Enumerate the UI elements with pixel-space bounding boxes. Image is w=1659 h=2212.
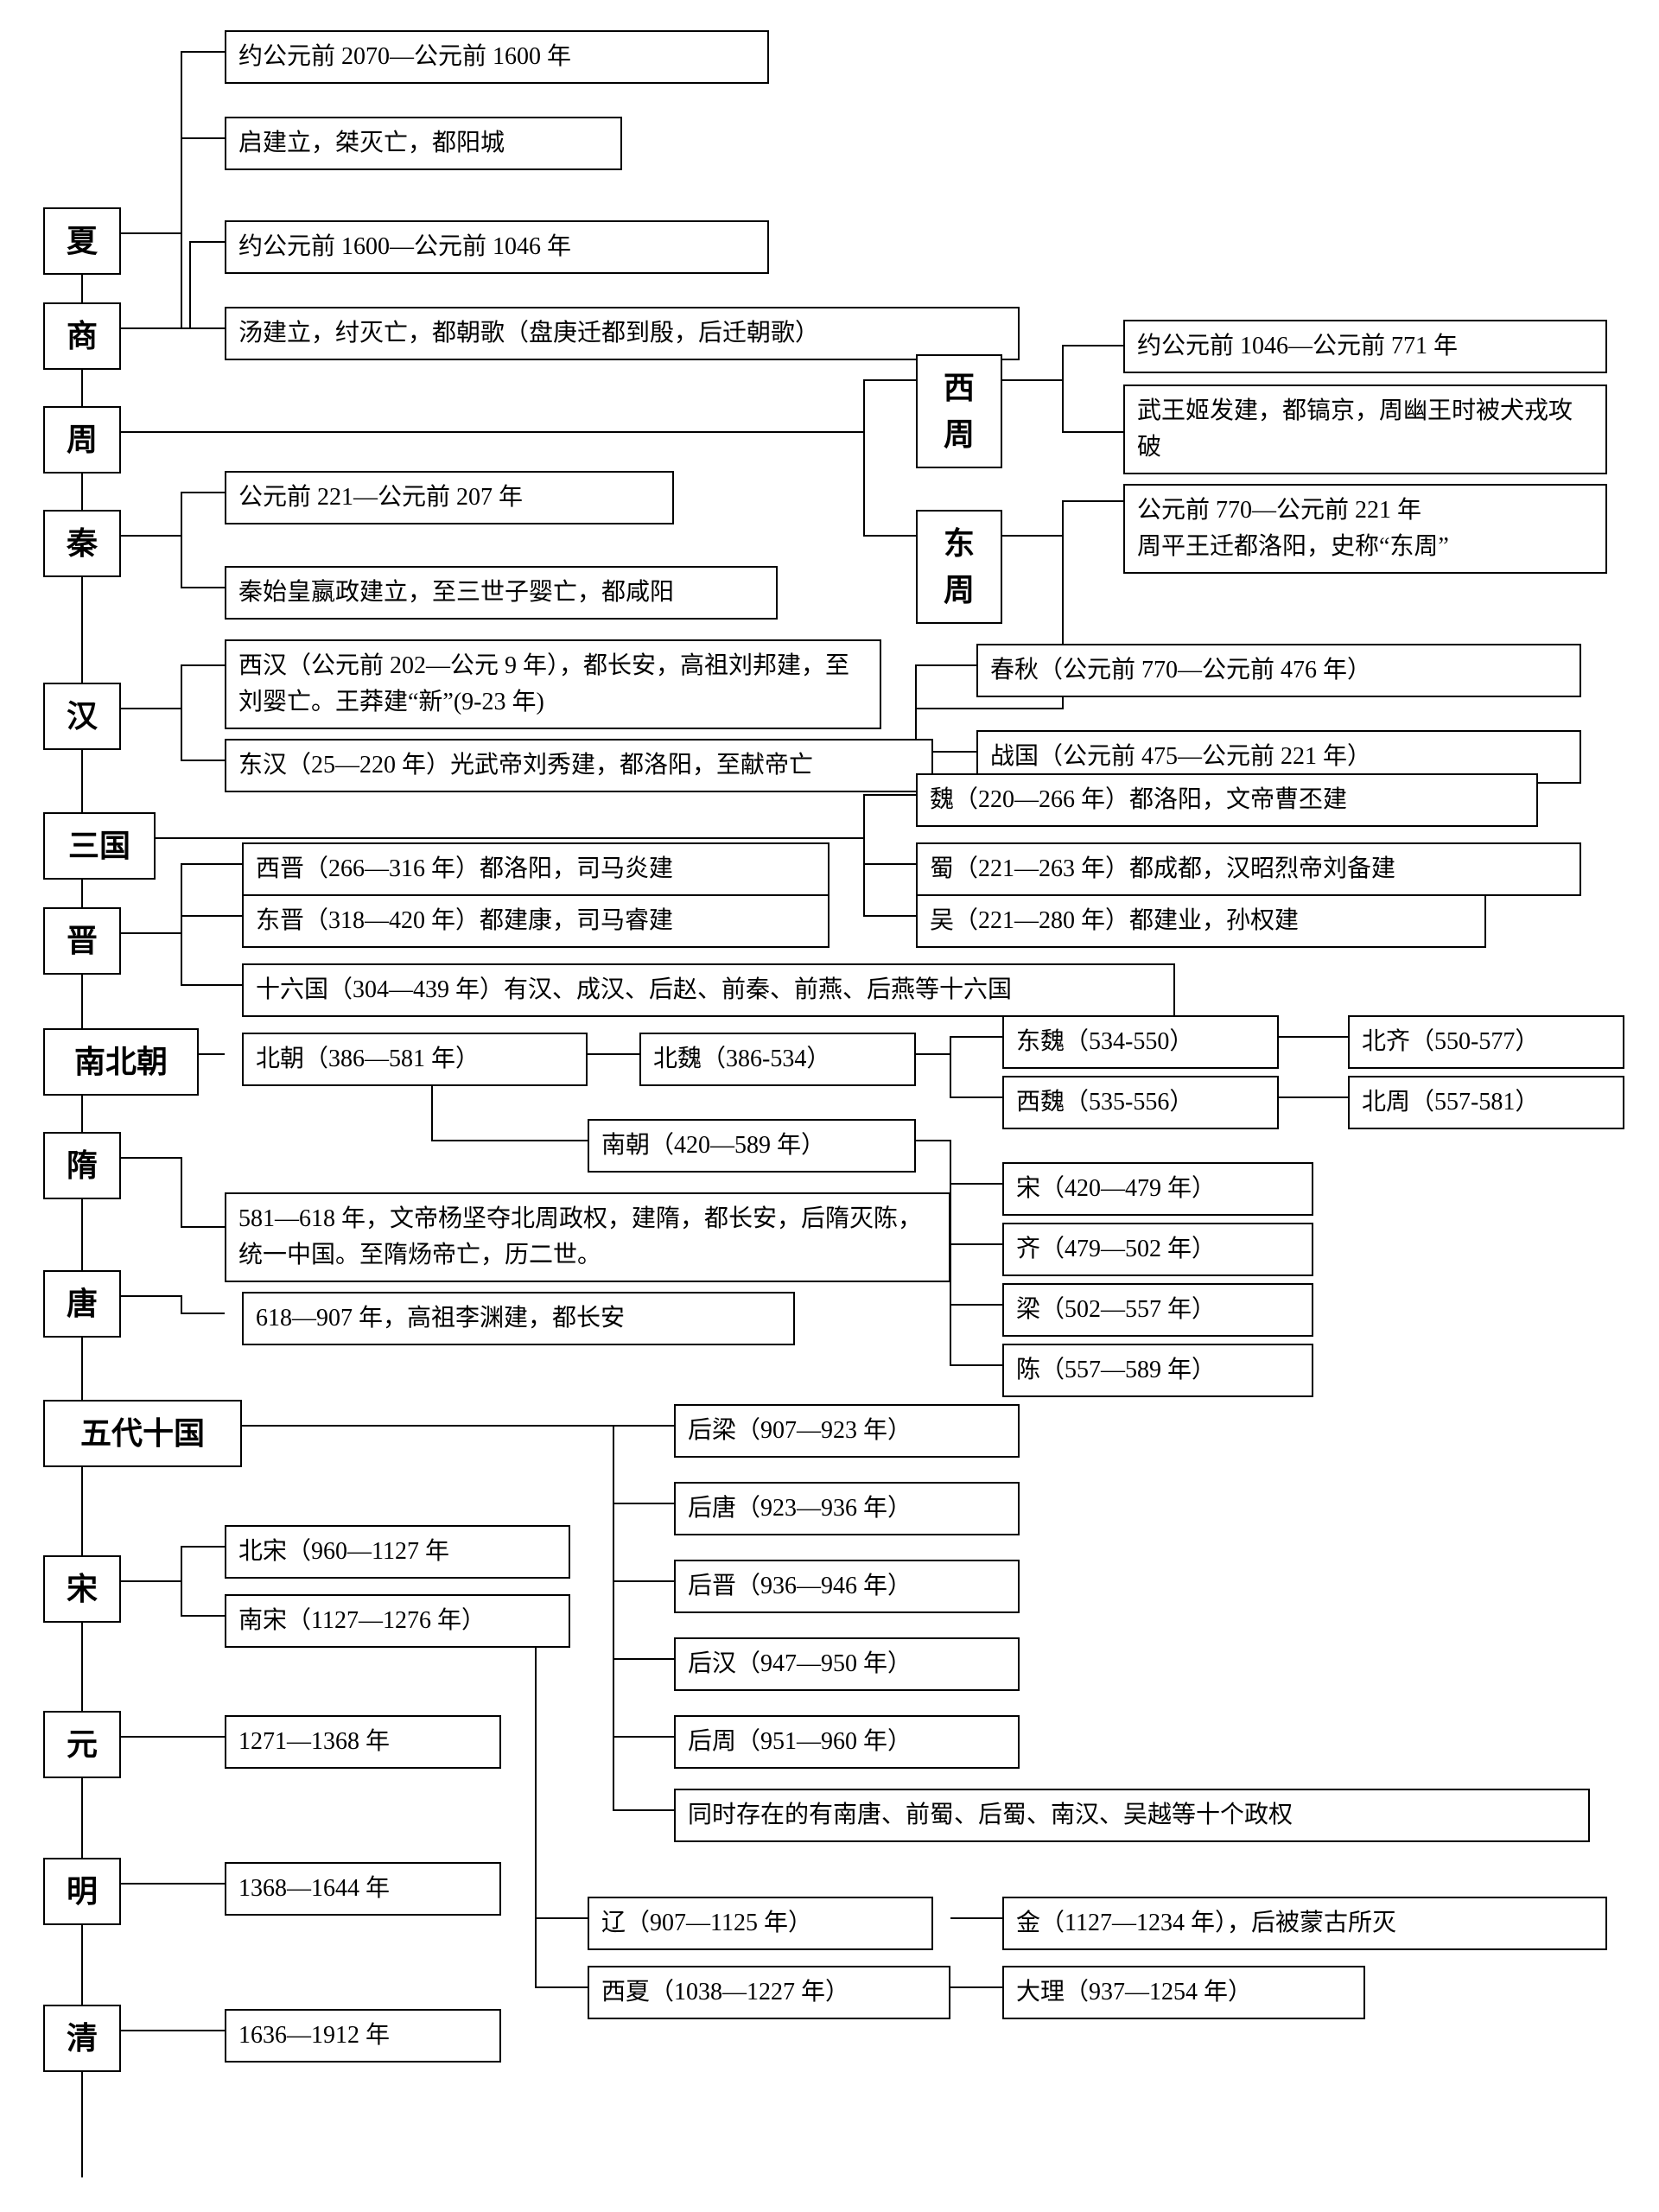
houtang: 后唐（923—936 年） — [674, 1482, 1020, 1535]
xizhou-date: 约公元前 1046—公元前 771 年 — [1123, 320, 1607, 373]
dynasty-song: 宋 — [43, 1555, 121, 1623]
xixia: 西夏（1038—1227 年） — [588, 1966, 950, 2019]
dongwei: 东魏（534-550） — [1002, 1015, 1279, 1069]
dynasty-qing: 清 — [43, 2005, 121, 2072]
dali: 大理（937—1254 年） — [1002, 1966, 1365, 2019]
sanguo-wei: 魏（220—266 年）都洛阳，文帝曹丕建 — [916, 773, 1538, 827]
sui-desc: 581—618 年，文帝杨坚夺北周政权，建隋，都长安，后隋灭陈，统一中国。至隋炀… — [225, 1192, 950, 1282]
jin-shiliu: 十六国（304—439 年）有汉、成汉、后赵、前秦、前燕、后燕等十六国 — [242, 963, 1175, 1017]
dynasty-zhou: 周 — [43, 406, 121, 474]
beiqi: 北齐（550-577） — [1348, 1015, 1624, 1069]
dynasty-sanguo: 三国 — [43, 812, 156, 880]
nan-song: 宋（420—479 年） — [1002, 1162, 1313, 1216]
dynasty-ming: 明 — [43, 1858, 121, 1925]
dynasty-qin: 秦 — [43, 510, 121, 577]
xizhou-desc: 武王姬发建，都镐京，周幽王时被犬戎攻破 — [1123, 385, 1607, 474]
nan-chen: 陈（557—589 年） — [1002, 1344, 1313, 1397]
nan-liang: 梁（502—557 年） — [1002, 1283, 1313, 1337]
beizhou: 北周（557-581） — [1348, 1076, 1624, 1129]
chunqiu: 春秋（公元前 770—公元前 476 年） — [976, 644, 1581, 697]
xiwei: 西魏（535-556） — [1002, 1076, 1279, 1129]
dynasty-wudai: 五代十国 — [43, 1400, 242, 1467]
dynasty-han: 汉 — [43, 683, 121, 750]
liao: 辽（907—1125 年） — [588, 1897, 933, 1950]
yuan-date: 1271—1368 年 — [225, 1715, 501, 1769]
dynasty-nanbeichao: 南北朝 — [43, 1028, 199, 1096]
qing-date: 1636—1912 年 — [225, 2009, 501, 2063]
dynasty-yuan: 元 — [43, 1711, 121, 1778]
dynasty-xia: 夏 — [43, 207, 121, 275]
beisong: 北宋（960—1127 年 — [225, 1525, 570, 1579]
nanchao: 南朝（420—589 年） — [588, 1119, 916, 1173]
dynasty-xizhou: 西周 — [916, 354, 1002, 468]
jin-xi: 西晋（266—316 年）都洛阳，司马炎建 — [242, 842, 830, 896]
nansong: 南宋（1127—1276 年） — [225, 1594, 570, 1648]
dynasty-shang: 商 — [43, 302, 121, 370]
houjin: 后晋（936—946 年） — [674, 1560, 1020, 1613]
qin-date: 公元前 221—公元前 207 年 — [225, 471, 674, 524]
shang-desc: 汤建立，纣灭亡，都朝歌（盘庚迁都到殷，后迁朝歌） — [225, 307, 1020, 360]
xia-date: 约公元前 2070—公元前 1600 年 — [225, 30, 769, 84]
tang-desc: 618—907 年，高祖李渊建，都长安 — [242, 1292, 795, 1345]
xia-desc: 启建立，桀灭亡，都阳城 — [225, 117, 622, 170]
dynasty-dongzhou: 东周 — [916, 510, 1002, 624]
ming-date: 1368—1644 年 — [225, 1862, 501, 1916]
shang-date: 约公元前 1600—公元前 1046 年 — [225, 220, 769, 274]
jin-dyn: 金（1127—1234 年），后被蒙古所灭 — [1002, 1897, 1607, 1950]
jin-dong: 东晋（318—420 年）都建康，司马睿建 — [242, 894, 830, 948]
han-xi: 西汉（公元前 202—公元 9 年），都长安，高祖刘邦建，至刘婴亡。王莽建“新”… — [225, 639, 881, 729]
beiwei: 北魏（386-534） — [639, 1033, 916, 1086]
qin-desc: 秦始皇嬴政建立，至三世子婴亡，都咸阳 — [225, 566, 778, 620]
dynasty-tang: 唐 — [43, 1270, 121, 1338]
dynasty-sui: 隋 — [43, 1132, 121, 1199]
han-dong: 东汉（25—220 年）光武帝刘秀建，都洛阳，至献帝亡 — [225, 739, 933, 792]
beichao: 北朝（386—581 年） — [242, 1033, 588, 1086]
houliang: 后梁（907—923 年） — [674, 1404, 1020, 1458]
dynasty-jin: 晋 — [43, 907, 121, 975]
wudai-others: 同时存在的有南唐、前蜀、后蜀、南汉、吴越等十个政权 — [674, 1789, 1590, 1842]
houzhou: 后周（951—960 年） — [674, 1715, 1020, 1769]
sanguo-wu: 吴（221—280 年）都建业，孙权建 — [916, 894, 1486, 948]
sanguo-shu: 蜀（221—263 年）都成都，汉昭烈帝刘备建 — [916, 842, 1581, 896]
nan-qi: 齐（479—502 年） — [1002, 1223, 1313, 1276]
houhan: 后汉（947—950 年） — [674, 1637, 1020, 1691]
dongzhou-desc: 公元前 770—公元前 221 年 周平王迁都洛阳，史称“东周” — [1123, 484, 1607, 574]
